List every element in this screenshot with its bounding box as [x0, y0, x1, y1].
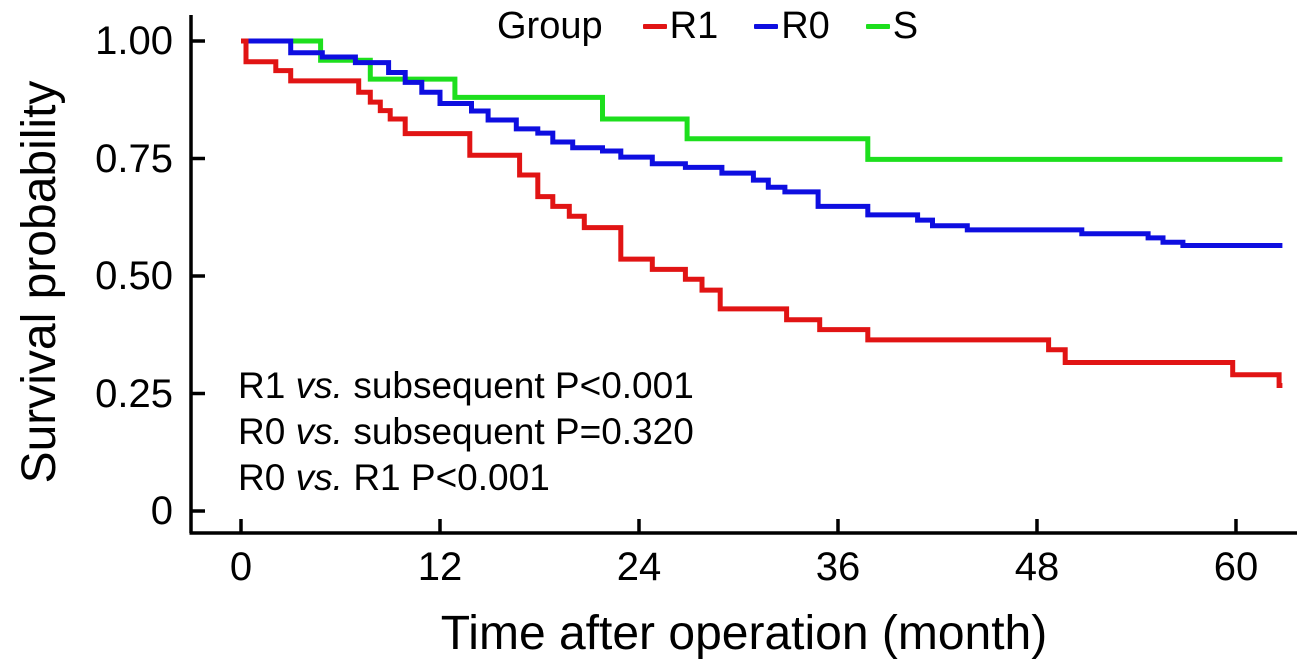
legend-label: R0: [781, 4, 830, 47]
x-tick-label: 24: [616, 545, 662, 589]
y-axis-title: Survival probability: [13, 80, 66, 484]
pvalue-annotation-line: R0 vs. subsequent P=0.320: [238, 409, 694, 455]
legend-items: R1 R0 S: [642, 4, 919, 48]
legend-item-R0: R0: [754, 5, 830, 48]
annotation-text: vs.: [295, 365, 343, 406]
annotation-text: R0: [238, 411, 286, 452]
y-tick-label: 0.50: [95, 254, 173, 298]
y-tick-label: 0.75: [95, 136, 173, 181]
annotation-text: vs.: [295, 457, 343, 498]
legend-label: R1: [669, 4, 719, 47]
annotation-text: subsequent P=0.320: [353, 411, 694, 452]
annotation-text: R1 P<0.001: [353, 457, 550, 498]
survival-curve-S: [241, 38, 1283, 162]
pvalue-annotation-line: R0 vs. R1 P<0.001: [238, 455, 694, 501]
legend-item-S: S: [865, 4, 919, 48]
x-tick-label: 60: [1213, 545, 1259, 589]
legend-title: Group: [497, 4, 603, 47]
x-tick-label: 36: [815, 545, 861, 589]
y-tick-label: 1.00: [95, 19, 173, 63]
x-tick-label: 12: [417, 545, 463, 589]
annotation-text: R0: [238, 457, 286, 498]
legend-label: S: [892, 4, 919, 47]
annotation-text: vs.: [295, 411, 343, 452]
x-tick-label: 0: [229, 545, 253, 589]
x-axis-title: Time after operation (month): [440, 607, 1048, 660]
legend-item-R1: R1: [642, 4, 719, 48]
pvalue-annotation-line: R1 vs. subsequent P<0.001: [238, 363, 694, 409]
survival-curve-R0: [241, 38, 1283, 248]
y-tick-label: 0: [150, 489, 173, 533]
y-tick-label: 0.25: [95, 371, 173, 416]
pvalue-annotations: R1 vs. subsequent P<0.001 R0 vs. subsequent P…: [238, 363, 694, 501]
legend: Group R1 R0 S: [497, 4, 918, 48]
survival-curve-R1: [241, 38, 1283, 388]
annotation-text: subsequent P<0.001: [353, 365, 694, 406]
legend-swatch-R1: [642, 23, 667, 29]
legend-swatch-R0: [754, 23, 779, 29]
annotation-text: R1: [238, 365, 286, 406]
x-tick-label: 48: [1014, 545, 1060, 589]
legend-swatch-S: [865, 23, 890, 29]
